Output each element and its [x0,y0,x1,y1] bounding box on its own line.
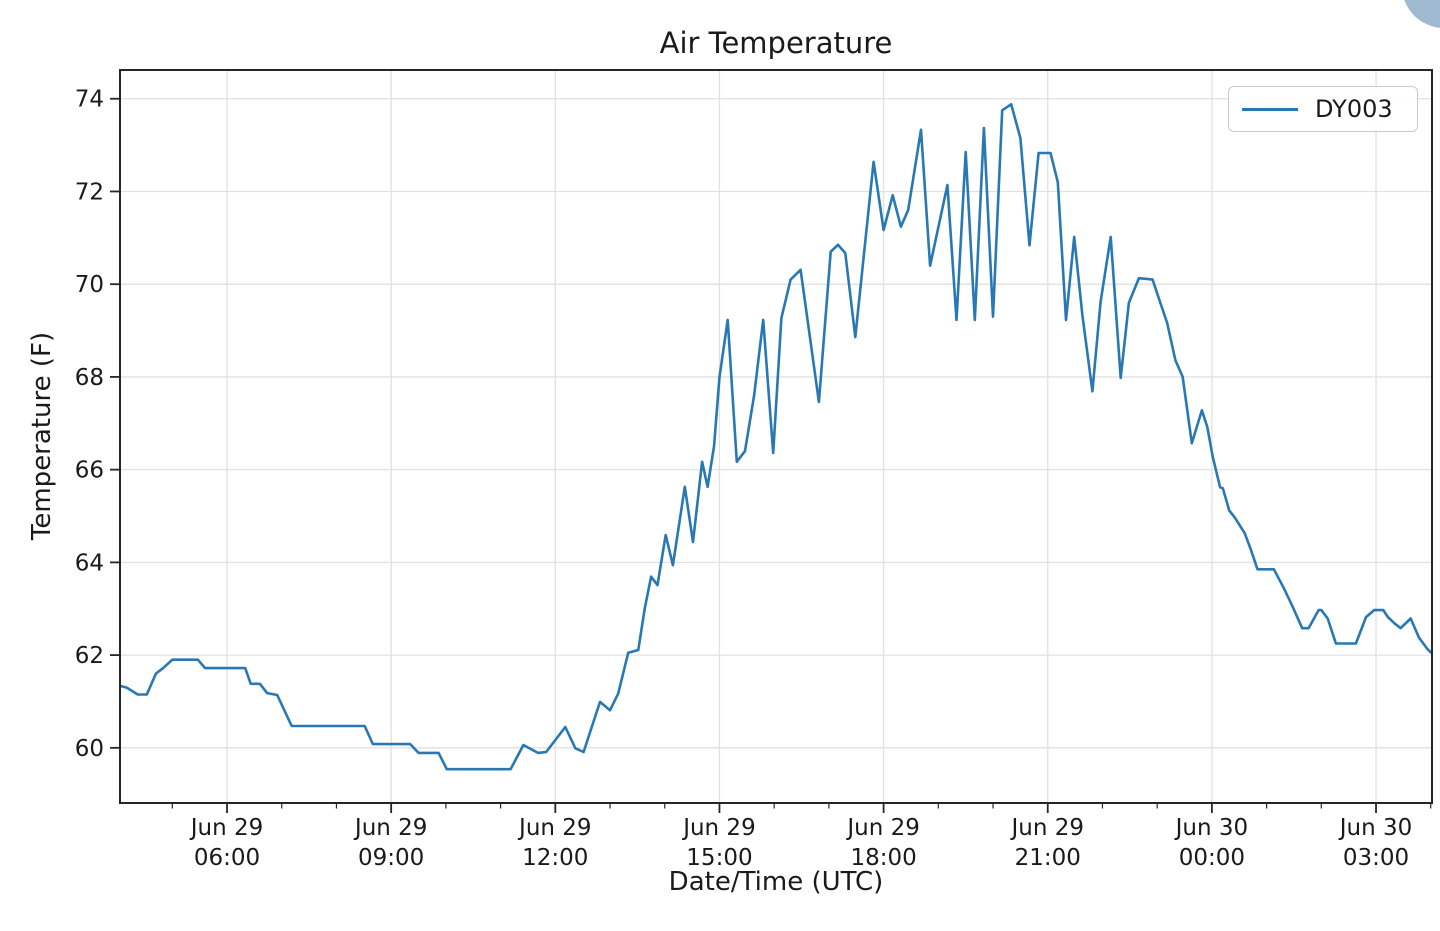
y-tick-label: 60 [75,736,104,762]
x-tick-label: Jun 29 21:00 [1009,815,1084,871]
y-tick-label: 66 [75,458,104,484]
chart-title: Air Temperature [659,26,893,60]
x-tick-label: Jun 29 18:00 [845,815,920,871]
y-tick-label: 70 [75,272,104,298]
y-tick-label: 64 [75,550,104,576]
y-tick-label: 72 [75,179,104,205]
y-tick-label: 62 [75,643,104,669]
y-tick-label: 74 [75,87,104,113]
x-axis-label: Date/Time (UTC) [668,867,884,897]
x-tick-label: Jun 29 15:00 [681,815,756,871]
x-tick-label: Jun 30 03:00 [1338,815,1413,871]
plot-spines [119,69,1433,804]
x-tick-label: Jun 29 06:00 [189,815,264,871]
legend: DY003 [1228,86,1418,132]
legend-series-label: DY003 [1315,95,1393,123]
y-axis-label: Temperature (F) [27,331,57,541]
legend-line-swatch [1242,107,1298,111]
x-tick-label: Jun 30 00:00 [1174,815,1249,871]
y-tick-label: 68 [75,365,104,391]
x-tick-label: Jun 29 09:00 [353,815,428,871]
series-line-DY003 [120,103,1432,771]
x-tick-label: Jun 29 12:00 [517,815,592,871]
